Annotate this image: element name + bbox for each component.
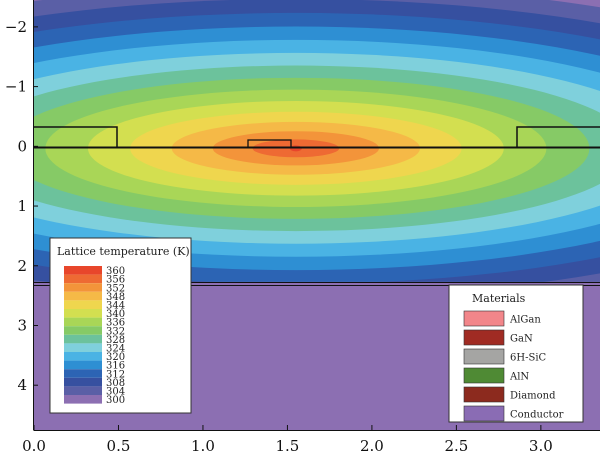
colorbar-label: 336 (106, 318, 125, 329)
x-tick-label: 2.5 (444, 437, 468, 455)
material-swatch (463, 348, 505, 365)
materials-legend-items: AlGan GaN 6H-SiC AlN Diamond Conductor (463, 310, 564, 422)
y-tick-label: −1 (5, 78, 27, 96)
colorbar-label: 320 (106, 352, 125, 363)
x-tick-label: 0.0 (22, 437, 46, 455)
colorbar-swatches: 3603563523483443403363323283243203163123… (64, 266, 125, 406)
colorbar-swatch-336 (64, 317, 102, 327)
y-tick-label: 2 (17, 257, 27, 275)
material-label: AlGan (509, 315, 541, 326)
material-swatch (463, 329, 505, 346)
colorbar-label: 316 (106, 361, 125, 372)
colorbar-label: 328 (106, 335, 125, 346)
material-label: 6H-SiC (510, 353, 547, 364)
x-tick-label: 2.0 (360, 437, 384, 455)
plot-area (34, 0, 600, 430)
x-axis-ticks: 0.0 0.5 1.0 1.5 2.0 2.5 3.0 (22, 425, 553, 455)
colorbar-label: 340 (106, 309, 125, 320)
colorbar-swatch-320 (64, 352, 102, 361)
colorbar-label: 356 (106, 275, 125, 286)
x-tick-label: 3.0 (529, 437, 553, 455)
x-tick-label: 1.0 (191, 437, 215, 455)
material-swatch (463, 310, 505, 327)
colorbar-swatch-344 (64, 300, 102, 309)
material-swatch (463, 405, 505, 422)
y-tick-label: 4 (17, 376, 27, 394)
temperature-contours (34, 0, 600, 312)
colorbar-swatch-348 (64, 291, 102, 301)
colorbar-title: Lattice temperature (K) (57, 245, 190, 258)
colorbar-swatch-304 (64, 386, 102, 395)
colorbar-label: 360 (106, 266, 125, 277)
material-swatch (463, 386, 505, 403)
colorbar-swatch-308 (64, 377, 102, 387)
colorbar-swatch-360 (64, 266, 102, 275)
colorbar-label: 304 (106, 387, 125, 398)
y-tick-label: 3 (17, 316, 27, 334)
material-label: Diamond (510, 391, 556, 402)
colorbar-swatch-328 (64, 334, 102, 344)
colorbar-swatch-300 (64, 395, 102, 404)
material-label: AlN (509, 372, 529, 383)
materials-legend-title: Materials (472, 292, 526, 305)
colorbar-label: 312 (106, 369, 125, 380)
colorbar-label: 344 (106, 301, 125, 312)
y-tick-label: 1 (17, 197, 27, 215)
colorbar-swatch-332 (64, 326, 102, 335)
colorbar-label: 324 (106, 344, 125, 355)
materials-legend: Materials AlGan GaN 6H-SiC AlN Diamond Conduc… (448, 284, 584, 423)
colorbar-swatch-356 (64, 274, 102, 284)
colorbar-swatch-316 (64, 360, 102, 370)
material-label: GaN (510, 334, 533, 345)
colorbar-label: 308 (106, 378, 125, 389)
y-axis-ticks: −2 −1 0 1 2 3 4 (5, 18, 38, 394)
material-swatch (463, 367, 505, 384)
y-tick-label: −2 (5, 18, 27, 36)
colorbar-swatch-312 (64, 369, 102, 378)
colorbar-label: 332 (106, 326, 125, 337)
gate-contact (247, 139, 292, 149)
colorbar-swatch-324 (64, 343, 102, 352)
colorbar-swatch-352 (64, 283, 102, 292)
colorbar-swatch-340 (64, 309, 102, 318)
colorbar-legend: Lattice temperature (K) 3603563523483443… (49, 237, 192, 414)
colorbar-label: 300 (106, 395, 125, 406)
colorbar-label: 348 (106, 292, 125, 303)
material-label: Conductor (510, 410, 564, 421)
x-tick-label: 1.5 (276, 437, 300, 455)
colorbar-label: 352 (106, 283, 125, 294)
x-tick-label: 0.5 (107, 437, 131, 455)
y-tick-label: 0 (17, 137, 27, 155)
